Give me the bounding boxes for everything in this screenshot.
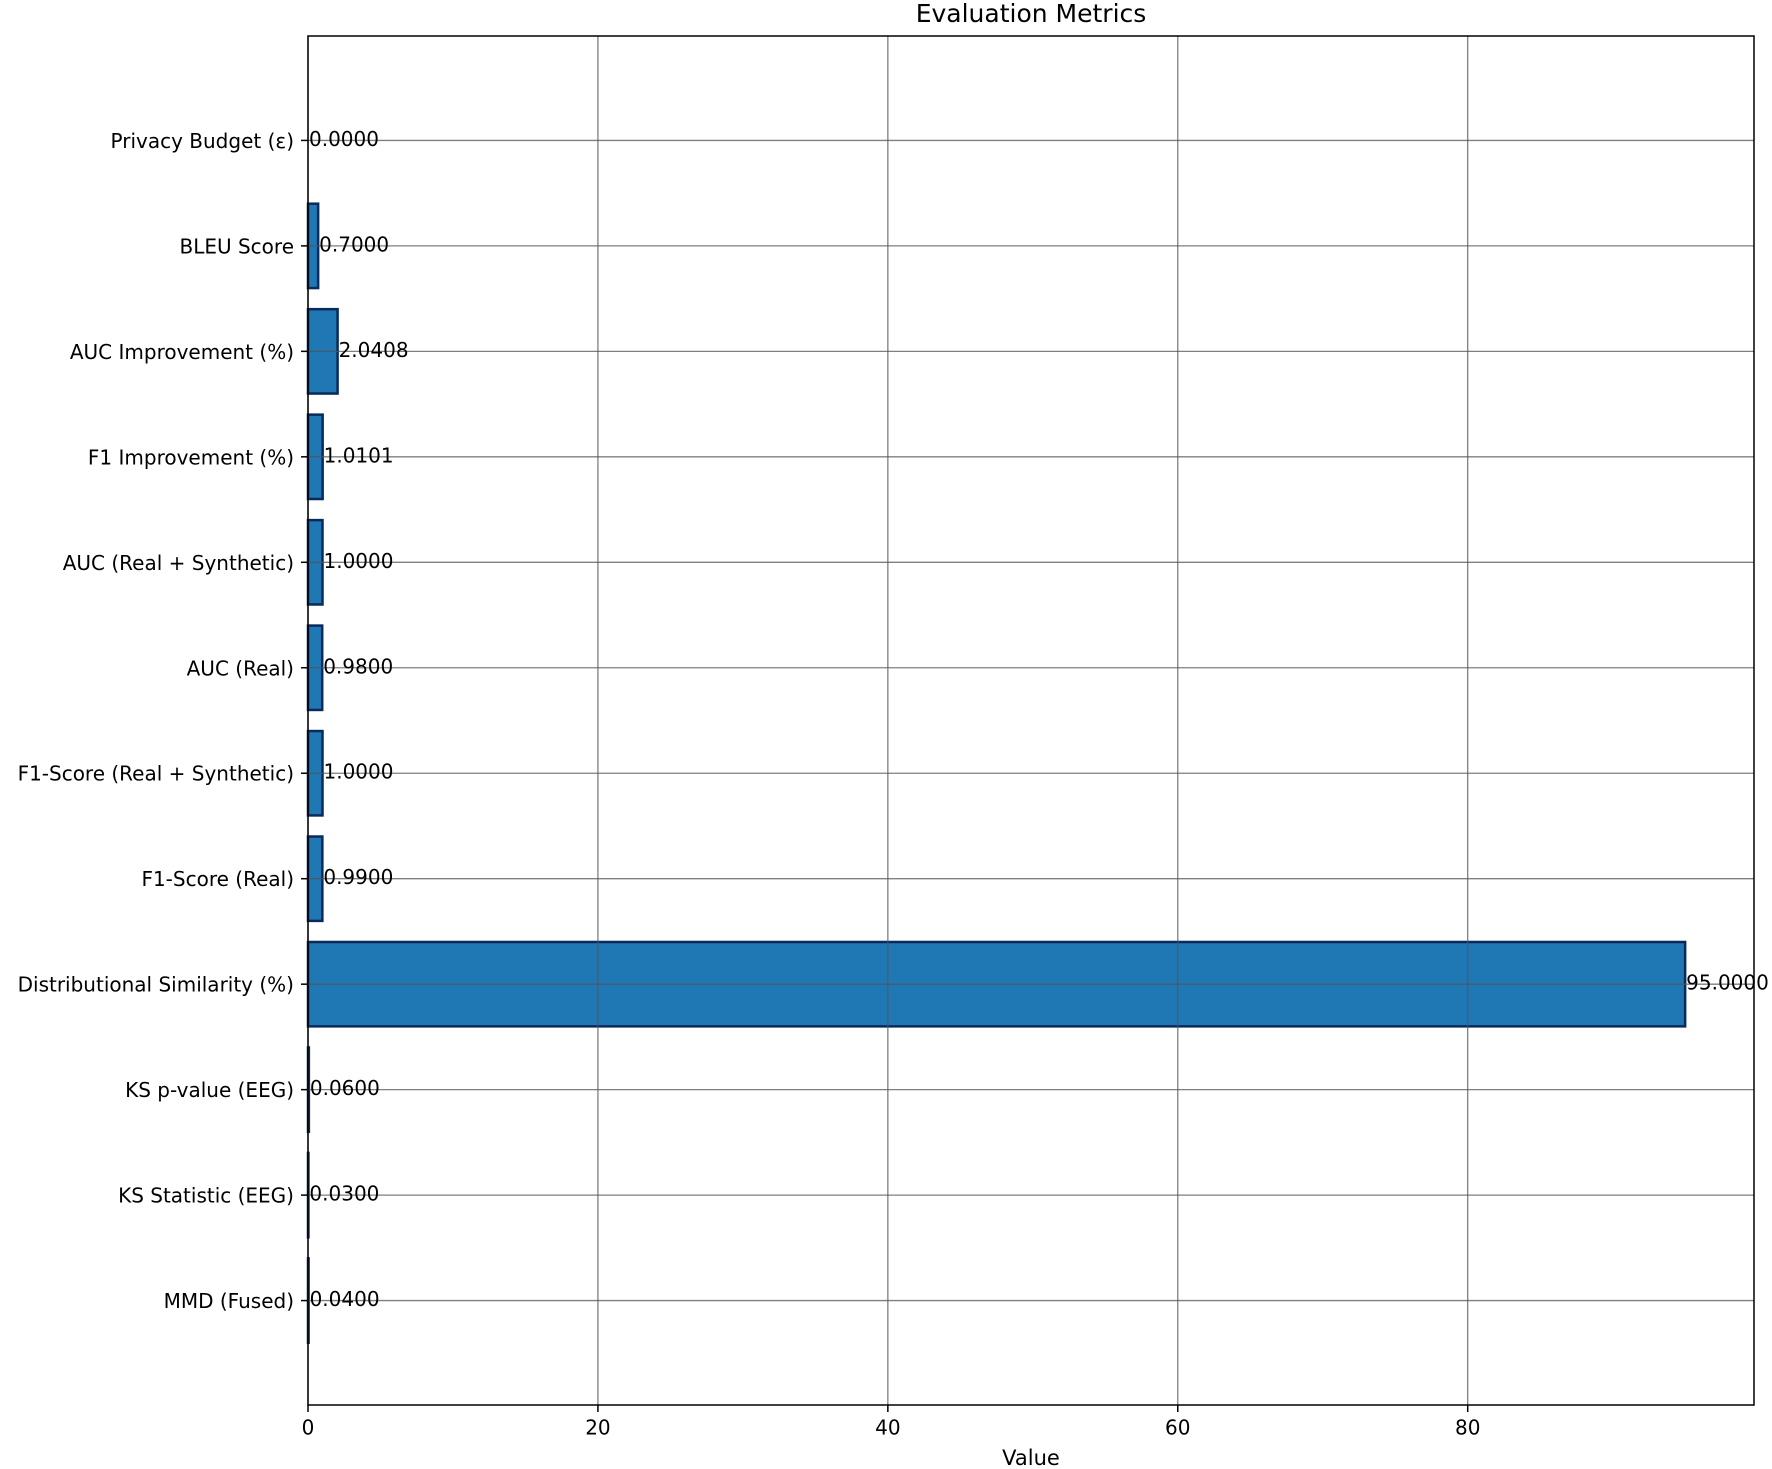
y-tick-label: Privacy Budget (ε): [111, 129, 294, 153]
x-tick-label: 0: [302, 1416, 315, 1440]
x-tick-label: 40: [875, 1416, 900, 1440]
value-label: 0.0400: [310, 1287, 380, 1311]
value-label: 0.0300: [309, 1182, 379, 1206]
x-tick-label: 80: [1455, 1416, 1480, 1440]
y-tick-label: Distributional Similarity (%): [18, 973, 294, 997]
y-tick-label: F1-Score (Real): [141, 867, 294, 891]
value-label: 95.0000: [1686, 971, 1769, 995]
value-label: 1.0101: [324, 443, 394, 467]
y-tick-label: KS Statistic (EEG): [118, 1184, 294, 1208]
y-tick-label: AUC (Real): [187, 656, 294, 680]
y-tick-label: KS p-value (EEG): [125, 1078, 294, 1102]
y-tick-label: F1-Score (Real + Synthetic): [18, 762, 294, 786]
chart-title: Evaluation Metrics: [916, 0, 1147, 28]
value-label: 0.9800: [323, 654, 393, 678]
value-label: 0.7000: [319, 232, 389, 256]
value-label: 0.0600: [310, 1076, 380, 1100]
value-label: 0.9900: [323, 865, 393, 889]
x-axis-label: Value: [1002, 1446, 1060, 1469]
plot-frame: [307, 35, 1755, 1406]
x-tick-label: 20: [585, 1416, 610, 1440]
y-tick-label: AUC Improvement (%): [70, 340, 294, 364]
y-tick-label: F1 Improvement (%): [88, 445, 294, 469]
value-label: 2.0408: [339, 338, 409, 362]
value-label: 1.0000: [323, 760, 393, 784]
x-tick-label: 60: [1165, 1416, 1190, 1440]
y-tick-label: AUC (Real + Synthetic): [63, 551, 294, 575]
y-tick-label: BLEU Score: [179, 234, 294, 258]
value-label: 0.0000: [309, 127, 379, 151]
y-tick-label: MMD (Fused): [164, 1289, 294, 1313]
value-label: 1.0000: [323, 549, 393, 573]
